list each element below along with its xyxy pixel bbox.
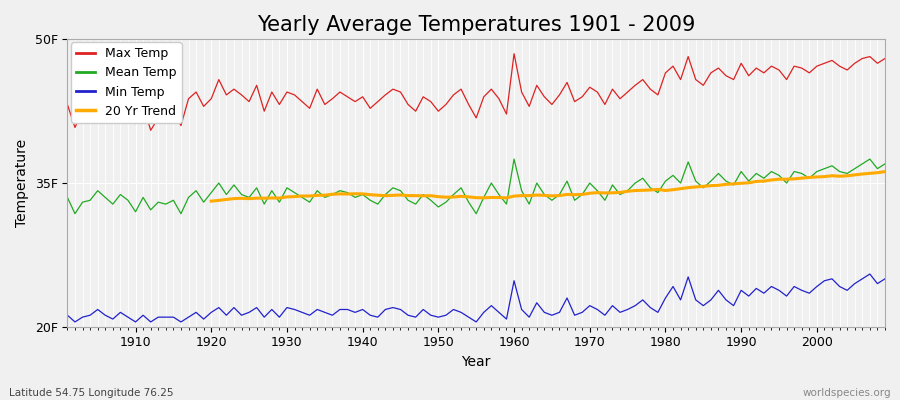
Legend: Max Temp, Mean Temp, Min Temp, 20 Yr Trend: Max Temp, Mean Temp, Min Temp, 20 Yr Tre… bbox=[71, 42, 182, 123]
Max Temp bbox=[615, 96, 626, 101]
Min Temp bbox=[342, 307, 353, 312]
Max Temp bbox=[879, 56, 890, 61]
Min Temp bbox=[517, 307, 527, 312]
Line: Mean Temp: Mean Temp bbox=[68, 159, 885, 214]
Mean Temp bbox=[297, 195, 308, 200]
20 Yr Trend bbox=[206, 199, 217, 204]
Line: Min Temp: Min Temp bbox=[68, 274, 885, 322]
Text: Latitude 54.75 Longitude 76.25: Latitude 54.75 Longitude 76.25 bbox=[9, 388, 174, 398]
Min Temp bbox=[297, 310, 308, 315]
Max Temp bbox=[517, 90, 527, 94]
Mean Temp bbox=[615, 192, 626, 197]
Min Temp bbox=[508, 278, 519, 283]
Max Temp bbox=[62, 102, 73, 107]
Text: worldspecies.org: worldspecies.org bbox=[803, 388, 891, 398]
Mean Temp bbox=[130, 209, 141, 214]
20 Yr Trend bbox=[410, 193, 421, 198]
Min Temp bbox=[130, 320, 141, 324]
Mean Temp bbox=[524, 202, 535, 206]
Min Temp bbox=[608, 303, 618, 308]
Max Temp bbox=[342, 94, 353, 99]
Mean Temp bbox=[62, 195, 73, 200]
Mean Temp bbox=[517, 188, 527, 193]
Min Temp bbox=[62, 313, 73, 318]
Mean Temp bbox=[69, 211, 80, 216]
X-axis label: Year: Year bbox=[462, 355, 490, 369]
20 Yr Trend bbox=[675, 186, 686, 191]
Max Temp bbox=[524, 104, 535, 109]
Mean Temp bbox=[879, 162, 890, 166]
Line: Max Temp: Max Temp bbox=[68, 54, 885, 130]
20 Yr Trend bbox=[766, 178, 777, 182]
Min Temp bbox=[879, 276, 890, 281]
20 Yr Trend bbox=[850, 172, 860, 177]
Max Temp bbox=[145, 128, 156, 133]
Max Temp bbox=[297, 99, 308, 104]
Max Temp bbox=[122, 106, 133, 111]
20 Yr Trend bbox=[297, 194, 308, 198]
Mean Temp bbox=[342, 190, 353, 195]
20 Yr Trend bbox=[781, 177, 792, 182]
Y-axis label: Temperature: Temperature bbox=[15, 139, 29, 227]
Line: 20 Yr Trend: 20 Yr Trend bbox=[212, 172, 885, 201]
Min Temp bbox=[865, 272, 876, 276]
20 Yr Trend bbox=[879, 169, 890, 174]
Title: Yearly Average Temperatures 1901 - 2009: Yearly Average Temperatures 1901 - 2009 bbox=[257, 15, 696, 35]
Mean Temp bbox=[508, 157, 519, 162]
Max Temp bbox=[508, 51, 519, 56]
Min Temp bbox=[69, 320, 80, 324]
